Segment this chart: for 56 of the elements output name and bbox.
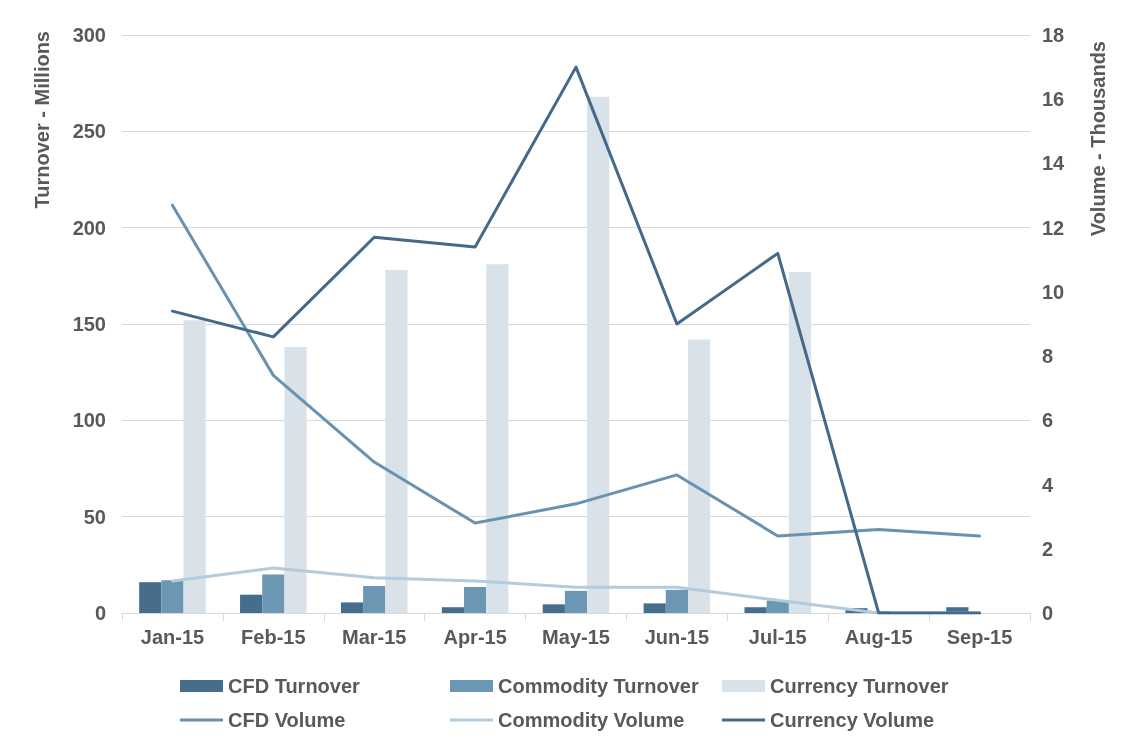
y2-tick-label: 0 (1042, 602, 1054, 624)
legend-label: Currency Turnover (770, 675, 949, 697)
y2-tick-label: 14 (1042, 152, 1066, 175)
bar (161, 580, 184, 613)
bar (262, 574, 285, 613)
y2-tick-label: 6 (1042, 409, 1054, 432)
bar (340, 602, 364, 613)
y2-tick-label: 16 (1042, 88, 1065, 111)
bar (139, 582, 162, 613)
y2-tick-label: 2 (1042, 537, 1054, 560)
y-tick-label: 100 (72, 409, 106, 432)
y2-tick-label: 18 (1042, 24, 1065, 46)
x-tick-label: Feb-15 (241, 626, 306, 648)
x-tick-label: May-15 (542, 626, 610, 648)
x-tick-label: Jun-15 (644, 626, 710, 648)
legend-label: CFD Volume (228, 709, 346, 731)
bar (587, 96, 610, 613)
y2-tick-label: 4 (1042, 473, 1054, 496)
bar (564, 590, 588, 613)
y-tick-label: 150 (72, 313, 106, 335)
x-tick-label: Jan-15 (140, 626, 205, 648)
bar (687, 339, 711, 613)
y2-tick-label: 12 (1042, 216, 1065, 239)
y-tick-label: 250 (72, 120, 106, 143)
y2-axis-title: Volume - Thousands (1087, 41, 1109, 237)
line-series (170, 65, 982, 615)
bar (240, 594, 263, 613)
y-tick-label: 0 (94, 602, 106, 624)
bar (284, 347, 307, 613)
legend-label: CFD Turnover (228, 675, 361, 697)
bar (643, 603, 666, 613)
y-tick-label: 300 (72, 24, 106, 46)
bar (542, 604, 565, 613)
legend-label: Commodity Turnover (498, 675, 699, 697)
bar (363, 586, 386, 613)
bar (486, 264, 509, 613)
x-tick-label: Mar-15 (341, 626, 407, 648)
y-axis-title: Turnover - Millions (31, 31, 53, 209)
bar (385, 270, 408, 613)
x-tick-label: Jul-15 (748, 626, 807, 648)
legend-label: Commodity Volume (498, 709, 685, 731)
y2-tick-label: 10 (1042, 280, 1065, 303)
y-tick-label: 50 (83, 505, 106, 528)
bar (665, 589, 688, 613)
x-tick-label: Sep-15 (946, 626, 1013, 648)
bar (788, 271, 812, 613)
bar (183, 320, 206, 613)
bar (441, 607, 465, 613)
legend-label: Currency Volume (770, 709, 935, 731)
bar (464, 586, 487, 613)
x-tick-label: Aug-15 (844, 626, 913, 648)
y2-tick-label: 8 (1042, 345, 1054, 368)
x-tick-label: Apr-15 (443, 626, 507, 648)
line-series (170, 203, 982, 538)
y-tick-label: 200 (72, 216, 106, 239)
bar (744, 607, 767, 613)
